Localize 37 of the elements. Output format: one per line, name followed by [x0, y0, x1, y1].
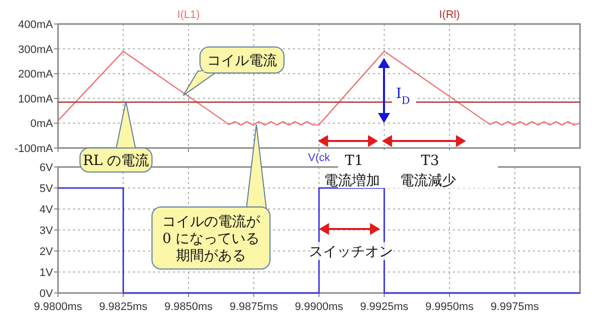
annotation: I$_{D}$	[396, 86, 410, 107]
y-tick-label: 5V	[40, 183, 54, 195]
y-tick-label: 1V	[40, 267, 54, 279]
y-tick-label: 4V	[40, 204, 54, 216]
y-tick-label: 300mA	[18, 44, 54, 56]
annotation: 電流減少	[400, 173, 456, 189]
annotation: スイッチオン	[309, 244, 393, 260]
y-tick-label: 6V	[40, 162, 54, 174]
callout: コイルの電流が0 になっている期間がある	[152, 124, 270, 270]
x-tick-label: 9.9975ms	[490, 301, 540, 313]
annotation: T1	[344, 153, 364, 169]
text: I(L1)	[177, 9, 200, 21]
text: I(Rl)	[439, 9, 460, 21]
x-tick-label: 9.9875ms	[230, 301, 278, 313]
annotation: T3	[420, 153, 440, 169]
y-tick-label: 0mA	[30, 118, 54, 130]
callout: コイル電流	[182, 46, 284, 96]
annotation: 電流増加	[324, 172, 380, 189]
y-tick-label: 3V	[40, 225, 54, 237]
x-tick-label: 9.9925ms	[360, 301, 409, 313]
line-series	[57, 50, 581, 126]
annotation: コイル電流	[207, 53, 277, 69]
callout: RL の電流	[80, 100, 152, 172]
y-tick-label: 200mA	[18, 68, 54, 81]
y-tick-label: 100mA	[18, 93, 54, 106]
annotation: コイルの電流が0 になっている期間がある	[162, 214, 261, 264]
text: V(ck	[308, 152, 330, 164]
y-tick-label: -100mA	[14, 143, 54, 155]
y-tick-label: 400mA	[18, 19, 54, 31]
annotation: RL の電流	[82, 153, 150, 169]
x-tick-label: 9.9850ms	[164, 301, 214, 313]
x-tick-label: 9.9825ms	[99, 301, 148, 313]
x-tick-label: 9.9900ms	[294, 301, 344, 313]
x-tick-label: 9.9800ms	[34, 301, 83, 313]
y-tick-label: 2V	[40, 246, 54, 258]
x-tick-label: 9.9950ms	[425, 301, 474, 313]
y-tick-label: 0V	[40, 288, 54, 300]
